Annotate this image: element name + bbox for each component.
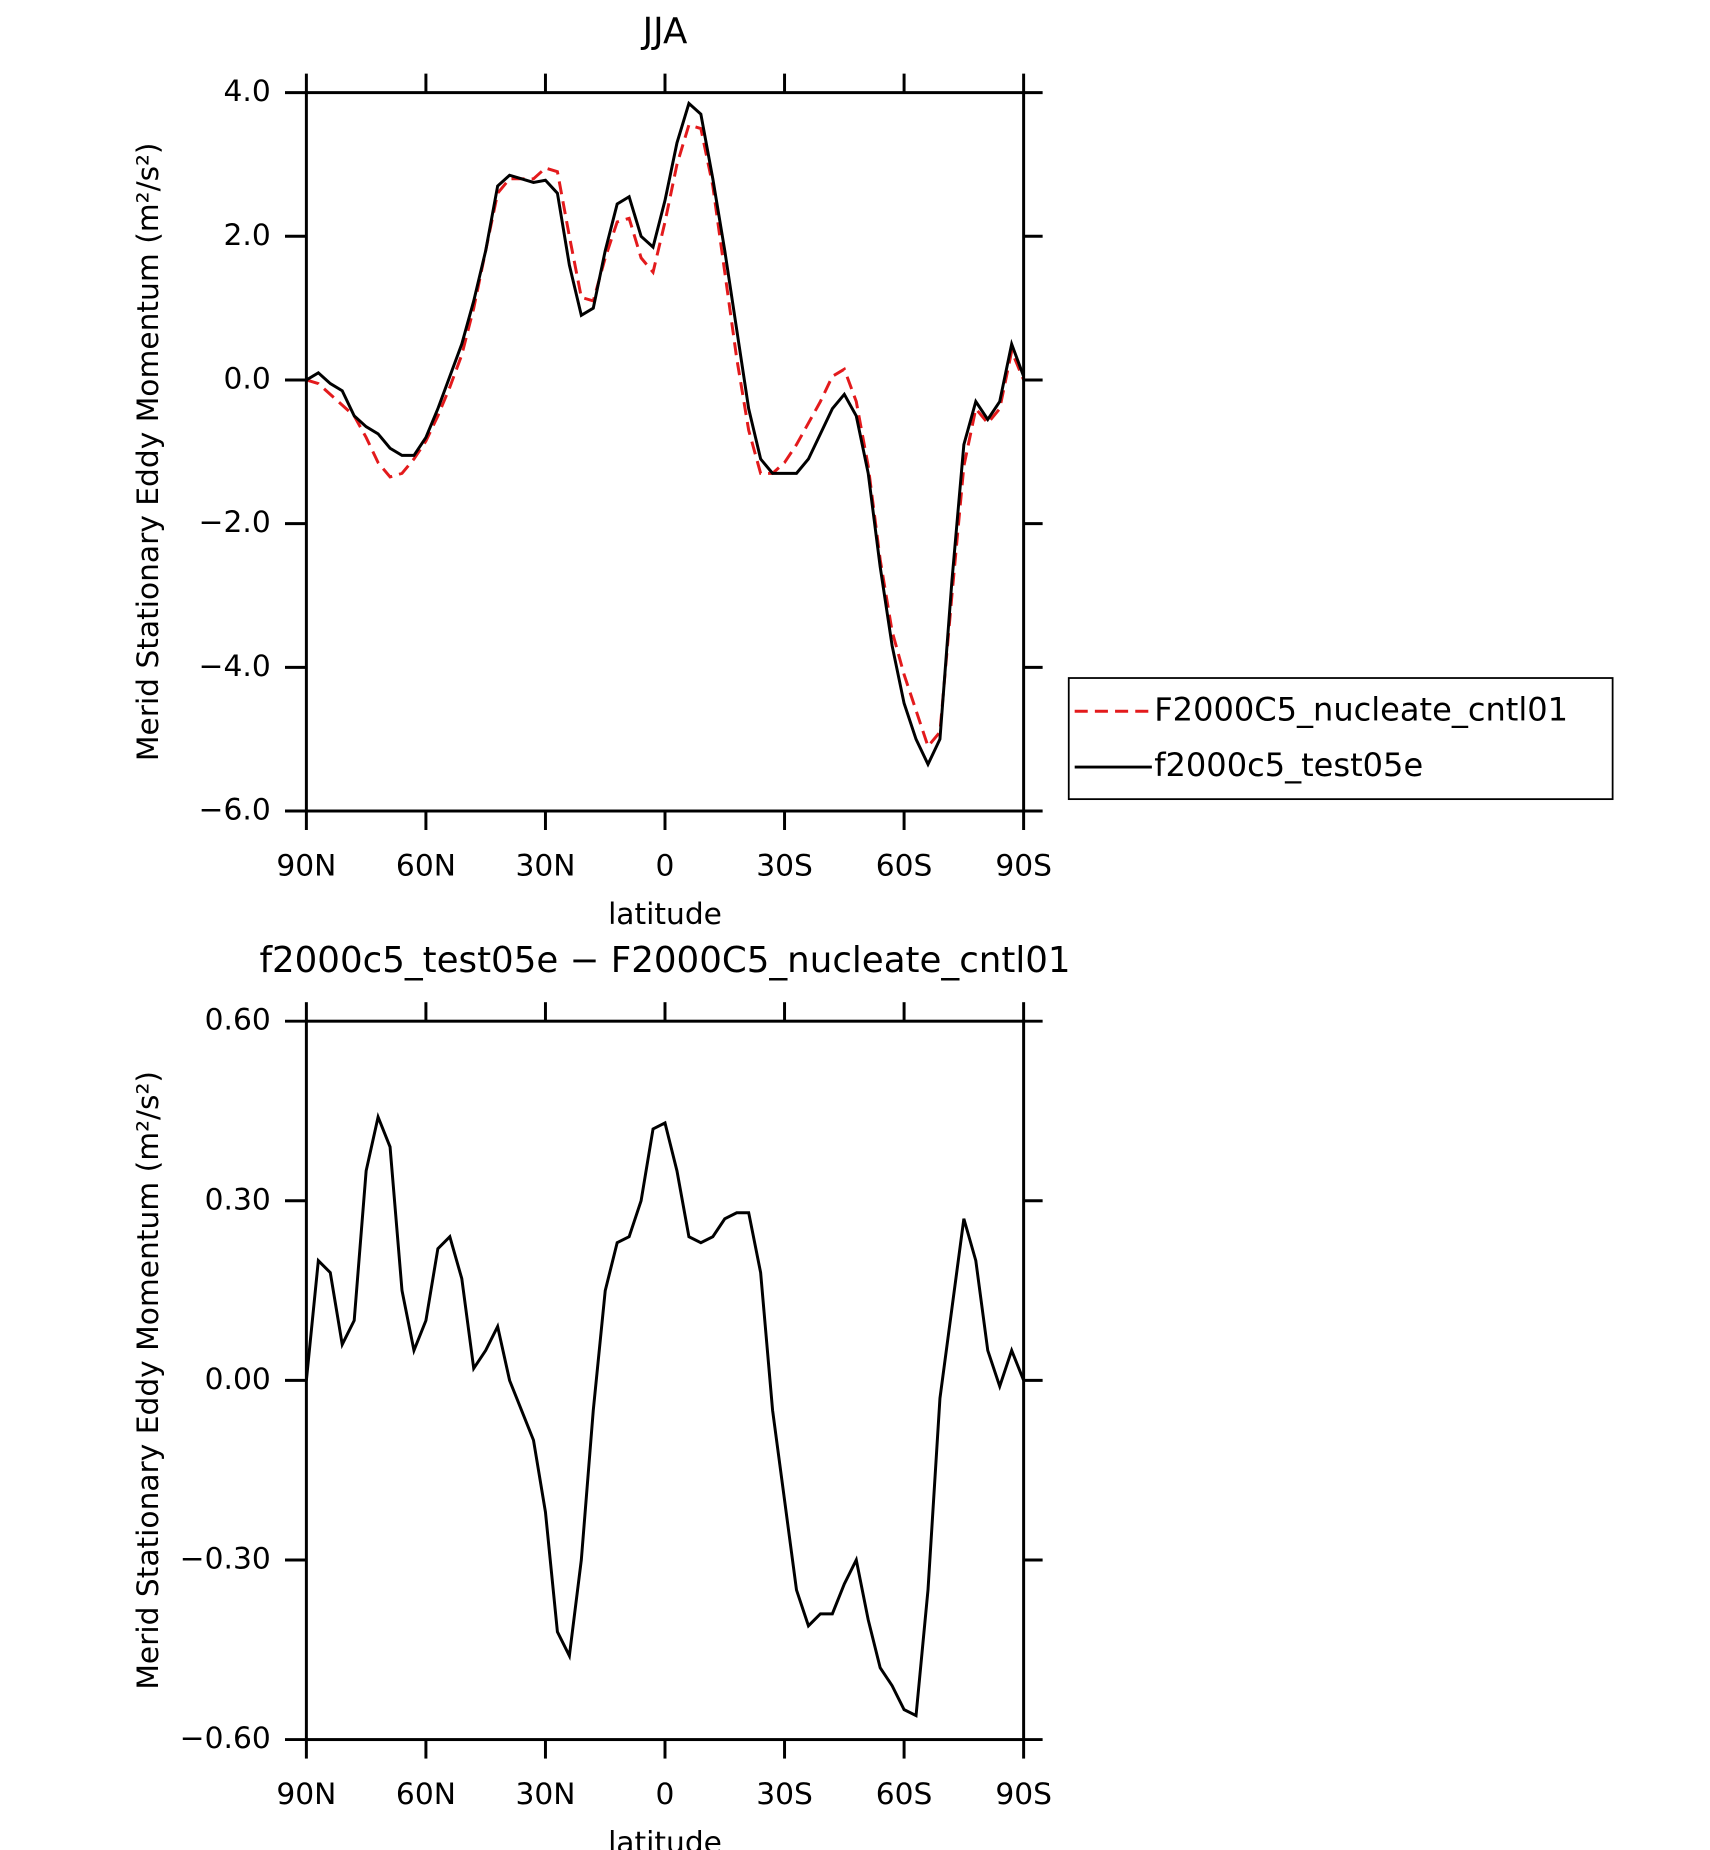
x-tick-label: 90N <box>276 847 336 882</box>
legend-box <box>1067 677 1614 801</box>
legend-label: F2000C5_nucleate_cntl01 <box>1154 690 1568 728</box>
x-tick-label: 60N <box>396 847 456 882</box>
x-tick-label: 0 <box>656 1776 675 1811</box>
chart-title: f2000c5_test05e − F2000C5_nucleate_cntl0… <box>259 940 1070 981</box>
x-tick-label: 30N <box>515 1776 575 1811</box>
y-axis-label: Merid Stationary Eddy Momentum (m²/s²) <box>130 143 165 762</box>
y-tick-label: −0.30 <box>180 1540 271 1575</box>
x-tick-label: 30S <box>756 1776 813 1811</box>
y-tick-label: −4.0 <box>199 648 271 683</box>
y-tick-label: 0.0 <box>224 360 271 395</box>
data-line <box>305 100 1026 768</box>
x-tick-label: 30S <box>756 847 813 882</box>
y-tick-label: 0.30 <box>205 1181 271 1216</box>
x-tick-label: 90S <box>995 1776 1052 1811</box>
x-tick-label: 90N <box>276 1776 336 1811</box>
y-tick-label: −6.0 <box>199 792 271 827</box>
y-axis-label: Merid Stationary Eddy Momentum (m²/s²) <box>130 1071 165 1690</box>
x-axis-label: latitude <box>608 1825 722 1850</box>
y-tick-label: −2.0 <box>199 504 271 539</box>
x-tick-label: 30N <box>515 847 575 882</box>
x-axis-label: latitude <box>608 896 722 931</box>
x-tick-label: 0 <box>656 847 675 882</box>
plot-frame <box>304 91 1026 813</box>
legend-label: f2000c5_test05e <box>1154 746 1423 784</box>
x-tick-label: 60N <box>396 1776 456 1811</box>
data-line <box>304 1111 1026 1718</box>
x-tick-label: 60S <box>876 847 933 882</box>
y-tick-label: 0.00 <box>205 1361 271 1396</box>
x-tick-label: 90S <box>995 847 1052 882</box>
chart-title: JJA <box>641 11 688 52</box>
y-tick-label: 0.60 <box>205 1002 271 1037</box>
plot-frame <box>304 1019 1026 1742</box>
y-tick-label: −0.60 <box>180 1720 271 1755</box>
y-tick-label: 2.0 <box>224 217 271 252</box>
data-line <box>305 123 1025 750</box>
x-tick-label: 60S <box>876 1776 933 1811</box>
y-tick-label: 4.0 <box>224 73 271 108</box>
